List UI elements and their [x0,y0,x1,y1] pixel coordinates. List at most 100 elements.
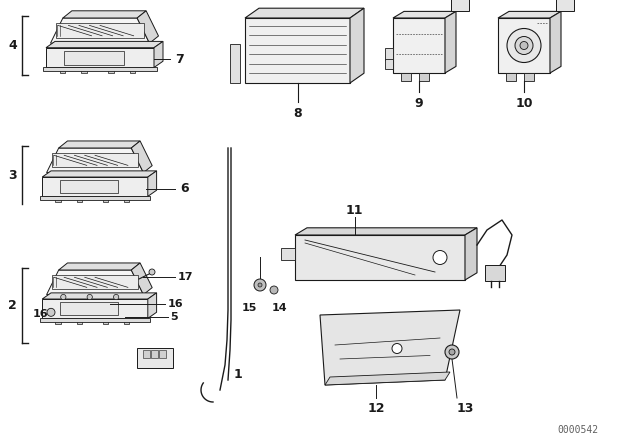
Polygon shape [47,270,143,295]
Text: 9: 9 [415,97,423,110]
Bar [137,349,173,368]
Circle shape [87,294,92,300]
Bar [385,48,393,60]
Bar [77,196,82,202]
Text: 13: 13 [457,402,474,415]
Polygon shape [42,171,157,177]
Text: 17: 17 [178,272,193,282]
Bar [130,68,135,73]
Circle shape [258,283,262,287]
Bar [103,196,108,202]
Polygon shape [59,141,140,148]
Polygon shape [325,372,450,385]
Text: 5: 5 [170,312,178,322]
Polygon shape [148,293,157,319]
Text: 2: 2 [8,299,17,312]
Text: 16: 16 [33,309,49,319]
Bar [40,196,150,200]
Polygon shape [295,235,465,280]
Polygon shape [59,263,140,270]
Polygon shape [550,11,561,73]
Polygon shape [148,171,157,196]
Polygon shape [154,41,163,68]
Bar [506,73,516,81]
Circle shape [392,344,402,353]
Polygon shape [498,11,561,18]
Polygon shape [498,18,550,73]
Polygon shape [445,11,456,73]
Bar [77,319,82,323]
Text: 6: 6 [180,182,189,195]
Bar [40,319,150,322]
Bar [385,59,393,69]
Bar [281,249,295,260]
Bar [151,350,158,358]
Bar [44,68,157,71]
Polygon shape [393,11,456,18]
Bar [124,319,129,323]
Bar [108,68,113,73]
Text: 11: 11 [346,204,364,217]
Bar [124,196,129,202]
Polygon shape [393,18,445,73]
Circle shape [515,36,533,55]
Text: 15: 15 [242,303,257,313]
Polygon shape [46,41,163,47]
Circle shape [449,349,455,355]
Text: 8: 8 [293,107,302,120]
Text: 7: 7 [175,53,184,66]
Bar [230,44,240,83]
Polygon shape [556,0,574,11]
Polygon shape [65,51,124,65]
Text: 1: 1 [234,369,243,382]
Polygon shape [63,11,146,18]
Bar [60,68,65,73]
Polygon shape [42,293,157,299]
Bar [159,350,166,358]
Polygon shape [137,11,159,43]
Text: 3: 3 [8,169,17,182]
Text: 16: 16 [168,299,184,309]
Polygon shape [42,299,148,319]
Bar [419,73,429,81]
Bar [56,23,144,38]
Bar [81,68,86,73]
Bar [143,350,150,358]
Bar [56,319,61,323]
Polygon shape [42,177,148,196]
Circle shape [433,250,447,264]
Polygon shape [245,18,350,83]
Text: 10: 10 [515,97,532,110]
Polygon shape [245,8,364,18]
Bar [524,73,534,81]
Polygon shape [451,0,469,11]
Text: 4: 4 [8,39,17,52]
Text: 14: 14 [272,303,287,313]
Bar [52,153,138,168]
Circle shape [270,286,278,294]
Polygon shape [46,47,154,68]
Circle shape [149,269,155,275]
Bar [401,73,411,81]
Polygon shape [320,310,460,385]
Polygon shape [350,8,364,83]
Polygon shape [295,228,477,235]
Circle shape [520,42,528,49]
Bar [56,196,61,202]
Polygon shape [465,228,477,280]
Bar [103,319,108,323]
Polygon shape [51,18,150,43]
Circle shape [254,279,266,291]
Circle shape [507,29,541,63]
Text: 12: 12 [367,402,385,415]
Polygon shape [60,180,118,194]
Polygon shape [131,141,152,172]
Bar [52,275,138,289]
Polygon shape [131,263,152,295]
Circle shape [47,308,55,316]
Circle shape [61,294,66,300]
Circle shape [445,345,459,359]
Circle shape [113,294,119,300]
Polygon shape [60,302,118,315]
Polygon shape [47,148,143,172]
